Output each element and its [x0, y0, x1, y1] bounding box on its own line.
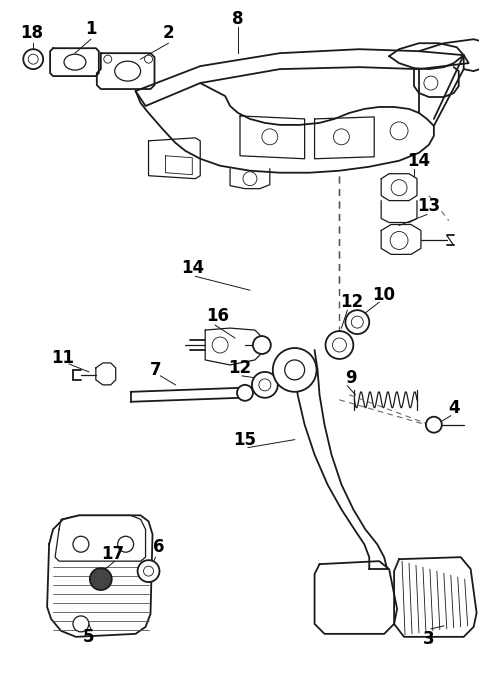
Circle shape: [325, 331, 353, 359]
Circle shape: [23, 49, 43, 69]
Ellipse shape: [115, 61, 141, 81]
Circle shape: [253, 336, 271, 354]
Circle shape: [334, 129, 349, 145]
Circle shape: [351, 316, 363, 328]
Text: 16: 16: [206, 307, 229, 325]
Text: 1: 1: [85, 20, 96, 38]
Text: 9: 9: [346, 369, 357, 387]
Circle shape: [144, 566, 154, 576]
Text: 10: 10: [372, 286, 396, 304]
Circle shape: [73, 616, 89, 632]
Text: 5: 5: [83, 628, 95, 646]
Circle shape: [104, 55, 112, 63]
Text: 14: 14: [180, 259, 204, 277]
Circle shape: [73, 536, 89, 552]
Text: 4: 4: [448, 399, 459, 417]
Circle shape: [252, 372, 278, 398]
Circle shape: [285, 360, 305, 380]
Circle shape: [212, 337, 228, 353]
Ellipse shape: [64, 54, 86, 70]
Text: 14: 14: [408, 152, 431, 170]
Circle shape: [424, 76, 438, 90]
Circle shape: [391, 180, 407, 196]
Text: 6: 6: [153, 538, 164, 556]
Circle shape: [259, 379, 271, 391]
Text: 12: 12: [340, 293, 363, 311]
Circle shape: [28, 54, 38, 64]
Text: 7: 7: [150, 361, 161, 379]
Text: 8: 8: [232, 10, 244, 29]
Circle shape: [426, 417, 442, 433]
Text: 12: 12: [228, 359, 252, 377]
Circle shape: [333, 338, 347, 352]
Circle shape: [118, 536, 133, 552]
Circle shape: [262, 129, 278, 145]
Circle shape: [243, 171, 257, 185]
Text: 11: 11: [51, 349, 74, 367]
Circle shape: [390, 231, 408, 250]
Circle shape: [90, 568, 112, 590]
Text: 15: 15: [233, 431, 256, 449]
Text: 13: 13: [417, 197, 441, 215]
Text: 3: 3: [423, 630, 435, 648]
Text: 2: 2: [163, 24, 174, 43]
Circle shape: [237, 385, 253, 401]
Circle shape: [390, 122, 408, 140]
Circle shape: [346, 310, 369, 334]
Circle shape: [144, 55, 153, 63]
Circle shape: [138, 560, 159, 582]
Circle shape: [273, 348, 316, 392]
Text: 17: 17: [101, 545, 124, 563]
Text: 18: 18: [20, 24, 43, 43]
